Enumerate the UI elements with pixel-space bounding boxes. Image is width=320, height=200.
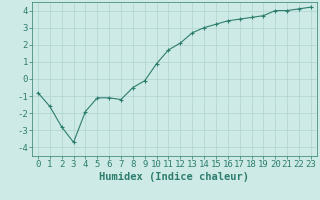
X-axis label: Humidex (Indice chaleur): Humidex (Indice chaleur) xyxy=(100,172,249,182)
